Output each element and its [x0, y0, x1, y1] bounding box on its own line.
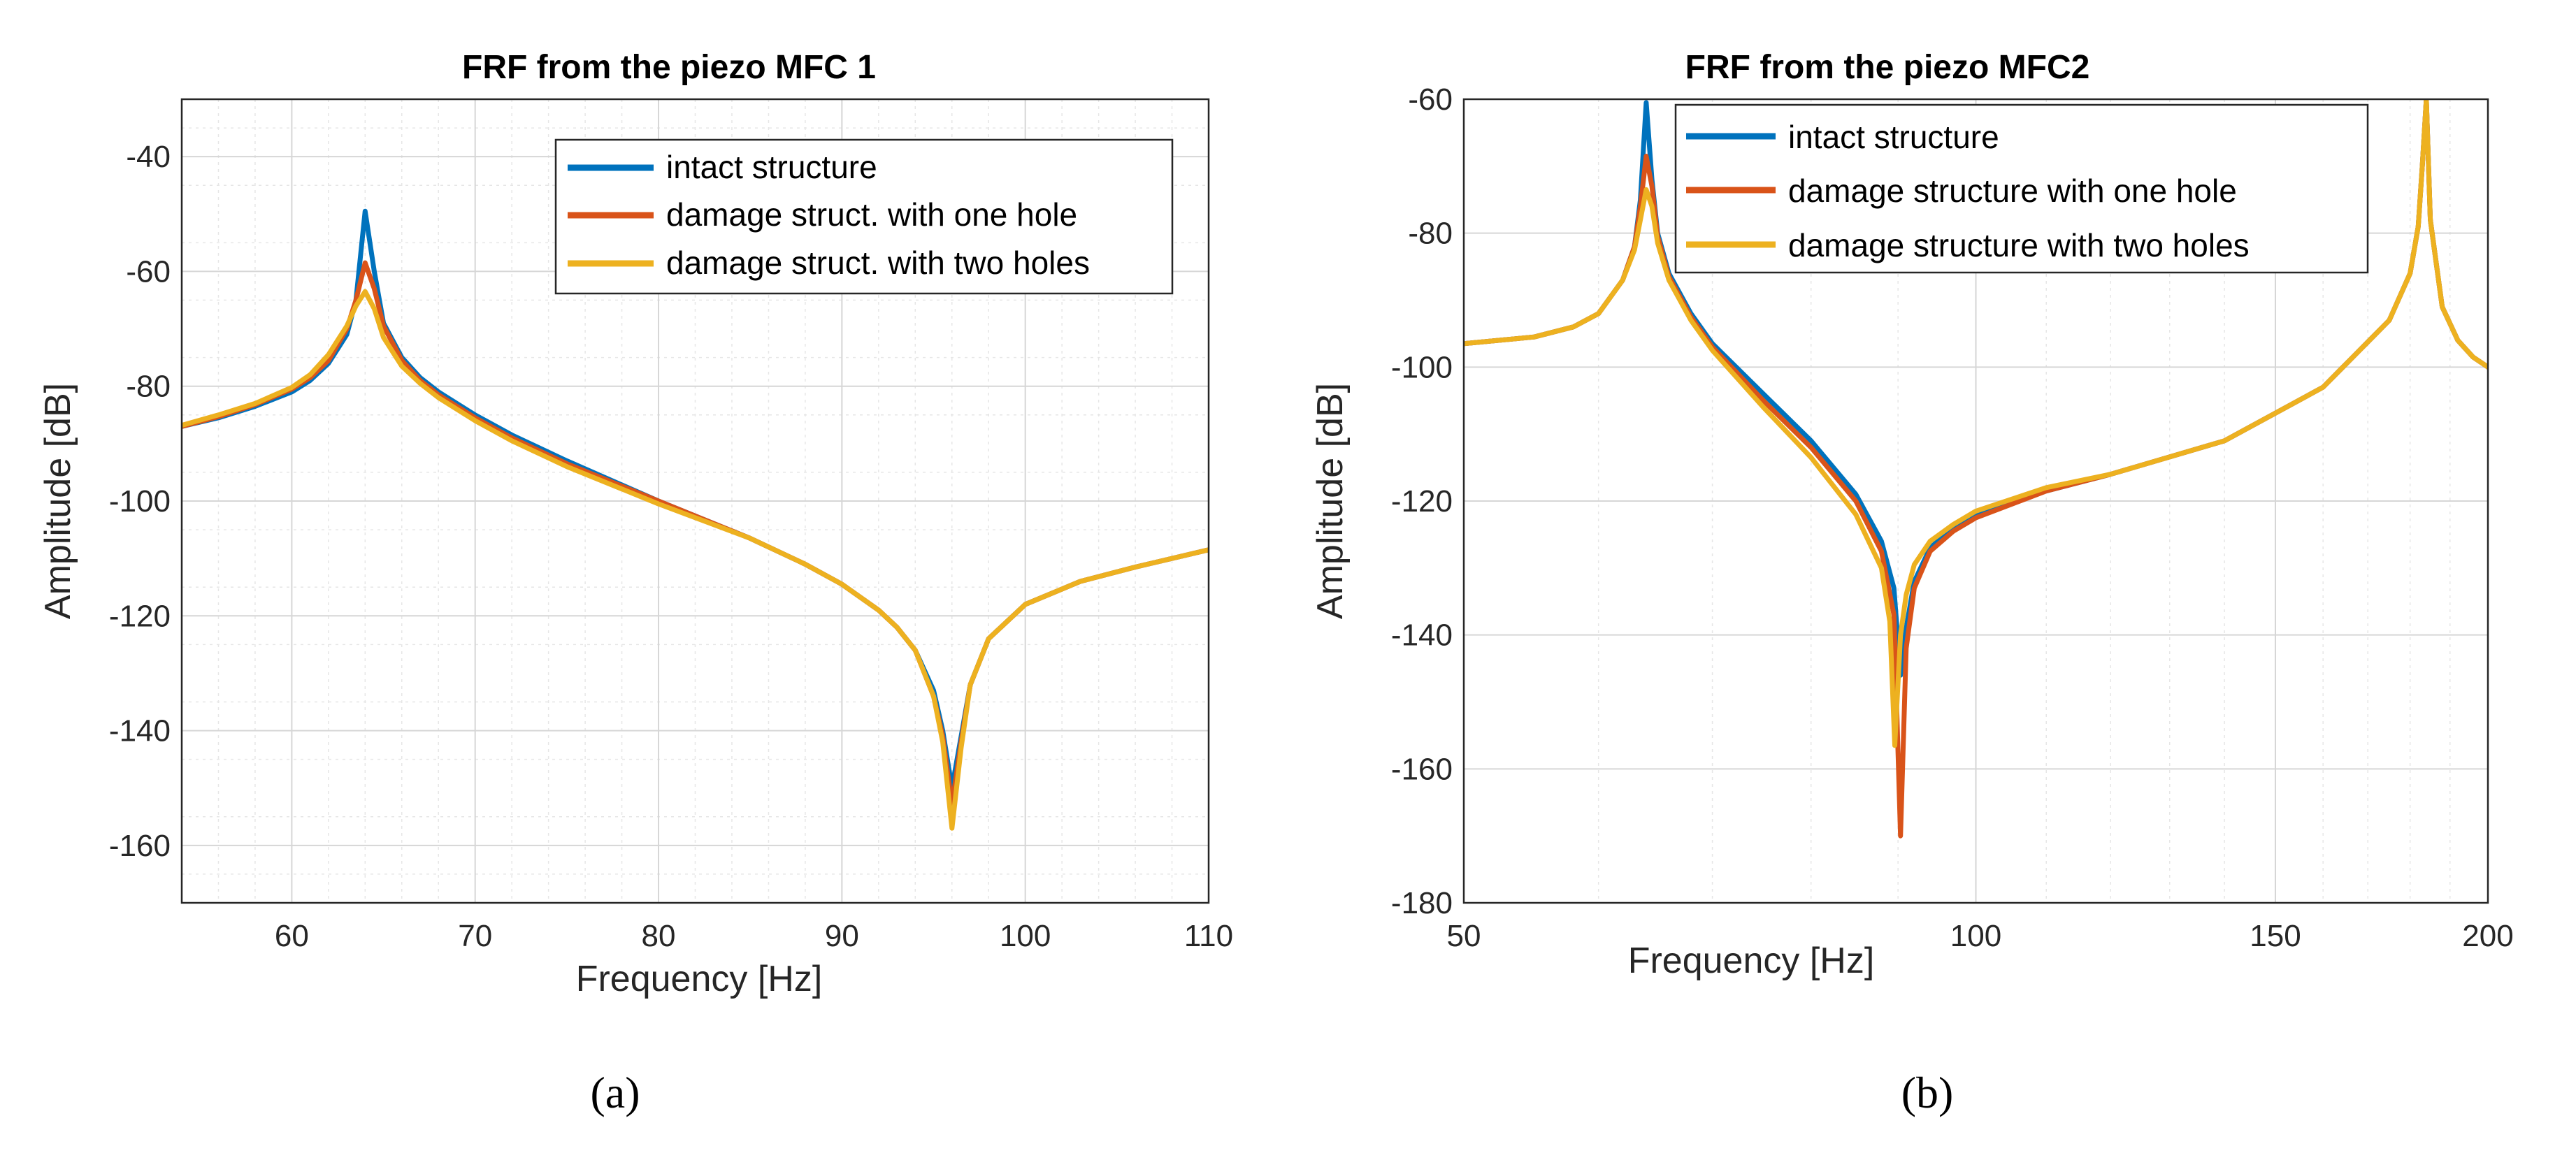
panel-a-axes-box — [180, 98, 1210, 904]
panel-a-caption: (a) — [590, 1068, 640, 1117]
panel-b-xlabel: Frequency [Hz] — [1628, 941, 1875, 981]
panel-a-y-tick-label: -100 — [109, 484, 171, 519]
panel-a-y-tick-label: -160 — [109, 829, 171, 863]
panel-a-ylabel: Amplitude [dB] — [38, 383, 78, 619]
panel-b-legend-label-2: damage structure with one hole — [1788, 173, 2237, 209]
panel-b-legend: intact structure damage structure with o… — [1674, 103, 2369, 274]
panel-b-title: FRF from the piezo MFC2 — [1685, 49, 2090, 86]
panel-a-y-tick-label: -140 — [109, 714, 171, 748]
panel-b-series-3-line — [1464, 99, 2488, 748]
panel-b-legend-box — [1674, 103, 2369, 274]
panel-b-ticks: 50 100 150 200 -60 -80 -100 -120 -140 -160 -180 — [1391, 82, 2514, 953]
panel-b: FRF from the piezo MFC2 50 100 150 200 -60 -8… — [1310, 49, 2514, 1117]
panel-b-x-tick-label: 100 — [1950, 919, 2001, 953]
panel-a-y-tick-label: -60 — [126, 254, 171, 289]
panel-b-y-tick-label: -120 — [1391, 484, 1453, 519]
panel-b-y-tick-label: -80 — [1408, 217, 1453, 251]
panel-b-y-tick-label: -100 — [1391, 350, 1453, 384]
panel-b-y-tick-label: -60 — [1408, 82, 1453, 117]
panel-a-legend-box — [554, 138, 1174, 295]
panel-b-axes-box — [1462, 98, 2489, 904]
panel-a-series-3-line — [182, 289, 1209, 831]
panel-a-legend-label-3: damage struct. with two holes — [666, 245, 1090, 281]
panel-a-ticks: 60 70 80 90 100 110 -40 -60 -80 -100 -120 -140 -160 — [109, 140, 1233, 953]
panel-a-x-tick-label: 70 — [458, 919, 492, 953]
panel-b-y-tick-label: -140 — [1391, 618, 1453, 653]
panel-b-x-tick-label: 150 — [2250, 919, 2301, 953]
panel-b-caption: (b) — [1901, 1068, 1954, 1117]
panel-b-legend-label-3: damage structure with two holes — [1788, 227, 2250, 263]
panel-a-x-tick-label: 100 — [1000, 919, 1051, 953]
panel-a-lines — [182, 208, 1209, 831]
panel-a-x-tick-label: 60 — [275, 919, 309, 953]
panel-a-xlabel: Frequency [Hz] — [576, 959, 823, 999]
panel-a-y-tick-label: -40 — [126, 140, 171, 174]
panel-a-legend-label-2: damage struct. with one hole — [666, 196, 1077, 233]
panel-b-lines — [1464, 99, 2488, 839]
panel-b-ylabel: Amplitude [dB] — [1310, 383, 1351, 619]
panel-a: FRF from the piezo MFC 1 60 70 80 90 100 110 -… — [38, 49, 1233, 1117]
panel-a-y-tick-label: -120 — [109, 599, 171, 633]
panel-a-y-tick-label: -80 — [126, 370, 171, 404]
panel-b-y-tick-label: -180 — [1391, 886, 1453, 920]
panel-a-x-tick-label: 90 — [825, 919, 859, 953]
panel-b-y-tick-label: -160 — [1391, 752, 1453, 786]
panel-a-title: FRF from the piezo MFC 1 — [462, 49, 876, 86]
panel-a-legend: intact structure damage struct. with one… — [554, 138, 1174, 295]
panel-a-legend-label-1: intact structure — [666, 149, 877, 185]
panel-b-legend-label-1: intact structure — [1788, 119, 1999, 155]
panel-b-x-tick-label: 200 — [2462, 919, 2513, 953]
panel-b-x-tick-label: 50 — [1447, 919, 1481, 953]
panel-a-x-tick-label: 110 — [1184, 919, 1233, 953]
panel-a-x-tick-label: 80 — [642, 919, 676, 953]
